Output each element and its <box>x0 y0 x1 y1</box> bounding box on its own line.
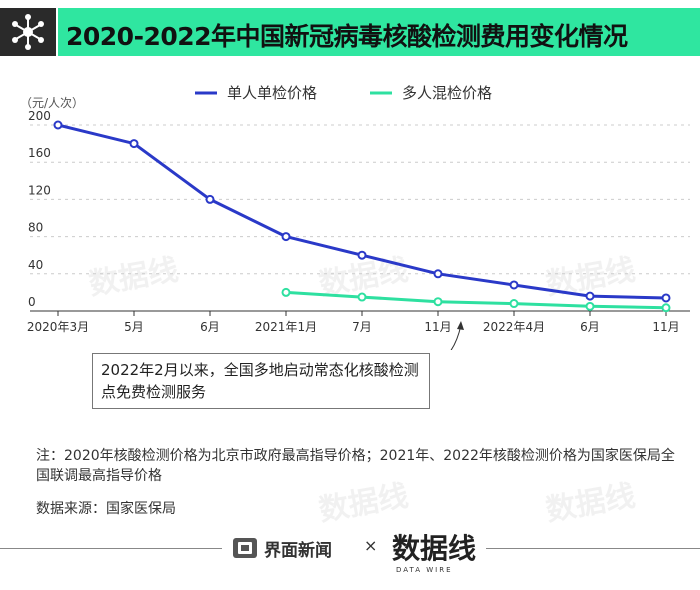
datawire-brand-name: 数据线 <box>392 532 476 565</box>
data-point <box>509 280 519 290</box>
x-tick-label: 5月 <box>124 320 144 334</box>
data-point <box>509 299 519 309</box>
data-point <box>585 291 595 301</box>
x-tick-label: 7月 <box>352 320 372 334</box>
data-point <box>661 293 671 303</box>
data-point <box>661 303 671 313</box>
data-point <box>357 292 367 302</box>
x-tick-label: 2022年4月 <box>483 320 545 334</box>
legend-label: 多人混检价格 <box>402 84 492 102</box>
y-tick-label: 160 <box>28 146 51 160</box>
gridlines <box>30 124 690 275</box>
data-point <box>53 120 63 130</box>
series-line <box>285 290 667 310</box>
axes: 0 40 80 120 160 200（元/人次） 2020年3月 5月 6月 2021年1月 7月… <box>20 96 690 350</box>
data-point <box>585 301 595 311</box>
x-tick-label: 6月 <box>200 320 220 334</box>
y-tick-label: 120 <box>28 183 51 197</box>
y-axis-unit-label: （元/人次） <box>20 96 84 110</box>
chart-annotation: 2022年2月以来，全国多地启动常态化核酸检测点免费检测服务 <box>92 353 430 409</box>
data-point <box>357 250 367 260</box>
jiemian-icon <box>233 538 257 558</box>
data-point <box>433 269 443 279</box>
title-bar: 2020-2022年中国新冠病毒核酸检测费用变化情况 <box>58 8 700 56</box>
series <box>53 120 671 313</box>
jiemian-brand-name: 界面新闻 <box>264 540 332 561</box>
line-chart: 0 40 80 120 160 200（元/人次） 2020年3月 5月 6月 2021年1月 7月… <box>20 84 690 350</box>
y-tick-label: 0 <box>28 295 36 309</box>
page-title: 2020-2022年中国新冠病毒核酸检测费用变化情况 <box>66 22 628 51</box>
footer-divider <box>0 548 222 549</box>
data-point <box>281 287 291 297</box>
footer: 界面新闻 × 数据线 DATA WIRE <box>0 528 700 578</box>
series-line <box>57 123 667 300</box>
y-tick-label: 200 <box>28 109 51 123</box>
x-tick-label: 11月 <box>652 320 679 334</box>
data-point <box>433 297 443 307</box>
x-tick-label: 2020年3月 <box>27 320 89 334</box>
y-tick-label: 80 <box>28 221 43 235</box>
jiemian-logo: 界面新闻 <box>232 534 332 562</box>
x-tick-label: 6月 <box>580 320 600 334</box>
legend-label: 单人单检价格 <box>227 84 317 102</box>
data-source: 数据来源：国家医保局 <box>36 501 176 517</box>
data-point <box>281 232 291 242</box>
footnote: 注：2020年核酸检测价格为北京市政府最高指导价格；2021年、2022年核酸检… <box>36 448 675 484</box>
data-point <box>129 139 139 149</box>
header-bar: 2020-2022年中国新冠病毒核酸检测费用变化情况 <box>0 8 700 56</box>
y-tick-label: 40 <box>28 258 43 272</box>
brand-separator: × <box>364 536 378 555</box>
footer-divider <box>486 548 700 549</box>
virus-network-icon <box>0 8 56 56</box>
x-tick-label: 11月 <box>424 320 451 334</box>
legend: 单人单检价格 多人混检价格 <box>195 84 492 102</box>
datawire-subtitle: DATA WIRE <box>396 566 453 574</box>
x-tick-label: 2021年1月 <box>255 320 317 334</box>
datawire-logo: 数据线 <box>392 532 476 565</box>
data-point <box>205 194 215 204</box>
annotation-arrowhead <box>457 321 464 330</box>
